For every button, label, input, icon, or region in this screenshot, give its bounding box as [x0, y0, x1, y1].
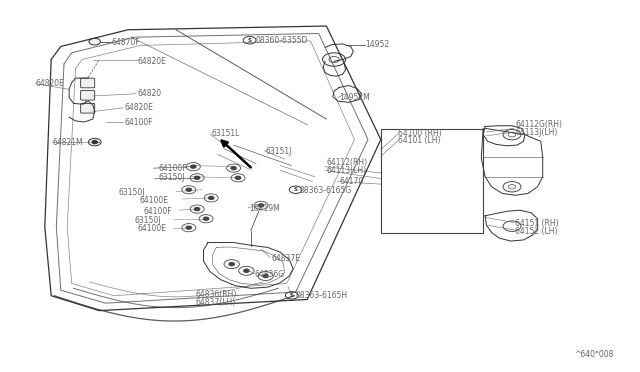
Circle shape [258, 272, 273, 280]
Text: 64100F: 64100F [159, 164, 188, 173]
Text: 64100F: 64100F [144, 207, 173, 216]
Text: S: S [248, 38, 252, 43]
Text: 64113J(LH): 64113J(LH) [515, 128, 557, 137]
Circle shape [231, 167, 236, 170]
Text: 64100 (RH): 64100 (RH) [398, 129, 442, 138]
Circle shape [191, 165, 196, 168]
Circle shape [195, 208, 200, 211]
Text: 64821M: 64821M [52, 138, 83, 147]
Text: 64837(LH): 64837(LH) [195, 298, 236, 307]
Circle shape [190, 174, 204, 182]
Circle shape [243, 36, 256, 44]
Text: 63150J: 63150J [159, 173, 185, 182]
Text: 64170: 64170 [339, 177, 364, 186]
Circle shape [263, 275, 268, 278]
Text: 64836G: 64836G [255, 270, 285, 279]
Text: 64100E: 64100E [138, 224, 166, 233]
Text: 64837E: 64837E [272, 254, 301, 263]
Text: 64113(LH): 64113(LH) [326, 166, 367, 175]
Text: 64836(RH): 64836(RH) [195, 290, 237, 299]
Text: 64870F: 64870F [112, 38, 141, 47]
Circle shape [508, 185, 516, 189]
Circle shape [236, 176, 241, 179]
Circle shape [92, 141, 97, 144]
Text: S: S [290, 293, 294, 298]
Text: 63151L: 63151L [211, 129, 239, 138]
Circle shape [199, 215, 213, 223]
Circle shape [229, 263, 234, 266]
Circle shape [186, 226, 191, 229]
Circle shape [508, 132, 516, 137]
Text: 64112G(RH): 64112G(RH) [515, 120, 562, 129]
Circle shape [204, 194, 218, 202]
Circle shape [186, 163, 200, 171]
Text: S: S [294, 187, 298, 192]
Text: 63150J: 63150J [134, 216, 161, 225]
Circle shape [209, 196, 214, 199]
Text: 64101 (LH): 64101 (LH) [398, 136, 440, 145]
Text: 64820: 64820 [138, 89, 162, 98]
Text: 14952M: 14952M [339, 93, 370, 102]
Circle shape [323, 53, 346, 66]
Circle shape [186, 188, 191, 191]
Circle shape [204, 217, 209, 220]
Text: 64820E: 64820E [35, 79, 64, 88]
Text: 08363-6165G: 08363-6165G [300, 186, 352, 195]
Text: 64820E: 64820E [138, 57, 166, 66]
Text: 14952: 14952 [365, 40, 389, 49]
Text: 64100F: 64100F [125, 118, 154, 126]
Circle shape [259, 204, 264, 207]
Circle shape [289, 186, 302, 193]
Text: 63150J: 63150J [118, 188, 145, 197]
Circle shape [503, 182, 521, 192]
Text: 64100E: 64100E [140, 196, 168, 205]
Circle shape [89, 38, 100, 45]
Text: ^640*008: ^640*008 [573, 350, 613, 359]
Circle shape [190, 205, 204, 213]
Circle shape [182, 186, 196, 194]
Circle shape [195, 176, 200, 179]
Circle shape [285, 292, 298, 299]
Circle shape [227, 164, 241, 172]
Text: 64820E: 64820E [125, 103, 154, 112]
Circle shape [244, 269, 249, 272]
FancyBboxPatch shape [81, 90, 95, 100]
Circle shape [182, 224, 196, 232]
FancyBboxPatch shape [81, 78, 95, 88]
Text: 63151J: 63151J [266, 147, 292, 156]
Text: 64152 (LH): 64152 (LH) [515, 227, 557, 236]
FancyBboxPatch shape [81, 103, 95, 113]
Text: 64112(RH): 64112(RH) [326, 158, 367, 167]
Circle shape [329, 57, 339, 62]
Text: 08363-6165H: 08363-6165H [296, 291, 348, 300]
Text: 16419M: 16419M [250, 204, 280, 213]
Text: 08360-6355D: 08360-6355D [256, 36, 308, 45]
Bar [381, 129, 483, 232]
Circle shape [254, 201, 268, 209]
Circle shape [88, 138, 101, 146]
Circle shape [239, 266, 254, 275]
Circle shape [231, 174, 245, 182]
Circle shape [224, 260, 239, 269]
Text: 64151 (RH): 64151 (RH) [515, 219, 559, 228]
Circle shape [503, 221, 521, 231]
Circle shape [503, 129, 521, 140]
